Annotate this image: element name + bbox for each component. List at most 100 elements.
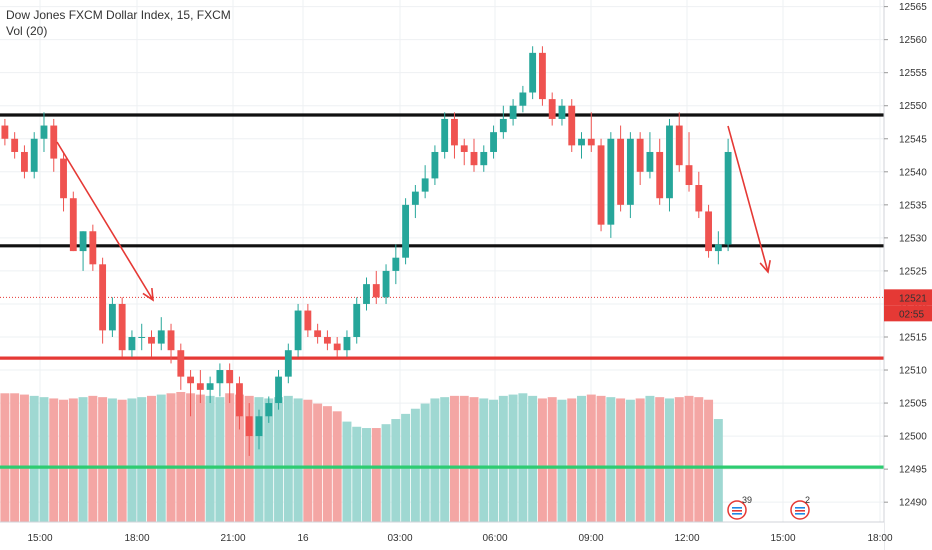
candle-body (470, 151, 478, 166)
volume-bar (313, 403, 323, 522)
candle-body (382, 270, 390, 298)
y-tick-label: 12495 (899, 465, 927, 476)
candle-body (431, 151, 439, 179)
price-axis-bg (884, 0, 932, 550)
volume-bar (586, 394, 596, 522)
candle-body (724, 151, 732, 245)
down-arrow-right (727, 125, 771, 274)
y-tick-label: 12500 (899, 432, 927, 443)
volume-bar (78, 397, 88, 522)
volume-bar (713, 419, 723, 522)
volume-bar (694, 397, 704, 522)
volume-bar (19, 394, 29, 522)
candle-body (89, 231, 97, 265)
volume-bar (616, 398, 626, 522)
y-tick-label: 12560 (899, 35, 927, 46)
volume-bar (254, 397, 264, 522)
candle-body (304, 310, 312, 331)
candle-body (372, 284, 380, 298)
countdown-label: 02:55 (899, 309, 924, 320)
candle-body (617, 138, 625, 205)
volume-bar (117, 399, 127, 522)
volume-bar (371, 428, 381, 522)
volume-bar (0, 393, 10, 522)
volume-bar (39, 397, 49, 522)
volume-bar (508, 394, 518, 522)
candle-body (578, 138, 585, 146)
volume-bar (176, 392, 186, 522)
candle-body (236, 383, 243, 417)
volume-bar (303, 399, 313, 522)
chart-legend: Dow Jones FXCM Dollar Index, 15, FXCM Vo… (6, 7, 231, 39)
volume-bar (674, 397, 684, 522)
y-tick-label: 12565 (899, 2, 927, 13)
candle-body (519, 92, 527, 106)
volume-bar (244, 395, 254, 522)
volume-bar (29, 395, 39, 522)
volume-bar (68, 398, 78, 522)
candle-body (245, 416, 253, 437)
volume-bar (537, 398, 547, 522)
x-tick-label: 12:00 (674, 533, 699, 544)
candle-body (206, 383, 214, 390)
volume-bar (449, 395, 459, 522)
volume-bar (528, 395, 538, 522)
volume-bar (362, 428, 371, 522)
candle-body (597, 145, 605, 225)
volume-bar (440, 397, 450, 522)
volume-bar (420, 403, 430, 522)
x-tick-label: 09:00 (578, 533, 603, 544)
volume-bar (147, 395, 156, 522)
candle-body (157, 330, 165, 344)
time-axis-bg (0, 522, 884, 550)
x-tick-label: 06:00 (482, 533, 507, 544)
volume-bar (577, 395, 586, 522)
volume-bar (567, 398, 577, 522)
candle-body (558, 105, 566, 119)
candle-body (69, 198, 77, 252)
candle-body (284, 350, 292, 377)
candle-body (138, 336, 146, 338)
candle-body (675, 125, 683, 166)
candle-body (108, 303, 116, 331)
event-flag-icon[interactable]: 39 (727, 495, 752, 520)
candle-body (685, 165, 693, 186)
x-tick-label: 03:00 (387, 533, 412, 544)
volume-bar (166, 393, 176, 522)
volume-bar (107, 398, 117, 522)
candle-body (323, 336, 331, 344)
volume-bar (215, 397, 225, 522)
candle-body (656, 151, 664, 199)
event-flag-icon[interactable]: 2 (790, 495, 810, 520)
volume-bar (322, 406, 332, 522)
candle-body (392, 257, 400, 271)
candle-body (60, 158, 67, 199)
svg-text:2: 2 (805, 495, 810, 505)
candle-body (343, 336, 351, 351)
candle-body (216, 370, 224, 384)
y-tick-label: 12550 (899, 101, 927, 112)
candle-body (363, 284, 370, 304)
volume-bar (704, 399, 714, 522)
candle-body (275, 376, 282, 404)
last-price-badge (884, 289, 932, 306)
candle-body (480, 151, 488, 166)
volume-bar (684, 395, 694, 522)
candle-body (490, 132, 497, 152)
volume-bar (391, 419, 401, 522)
volume-bar (635, 398, 645, 522)
volume-bar (156, 394, 166, 522)
volume-bar (293, 398, 303, 522)
candle-body (118, 303, 126, 351)
candle-body (421, 178, 429, 192)
candle-body (587, 138, 595, 146)
candle-body (626, 138, 634, 205)
candle-body (441, 118, 449, 152)
candle-body (499, 118, 507, 133)
last-price-label: 12521 (899, 293, 927, 304)
down-arrow-left (56, 141, 154, 302)
x-tick-label: 16 (297, 533, 309, 544)
volume-bar (205, 395, 215, 522)
volume-bar (645, 395, 655, 522)
